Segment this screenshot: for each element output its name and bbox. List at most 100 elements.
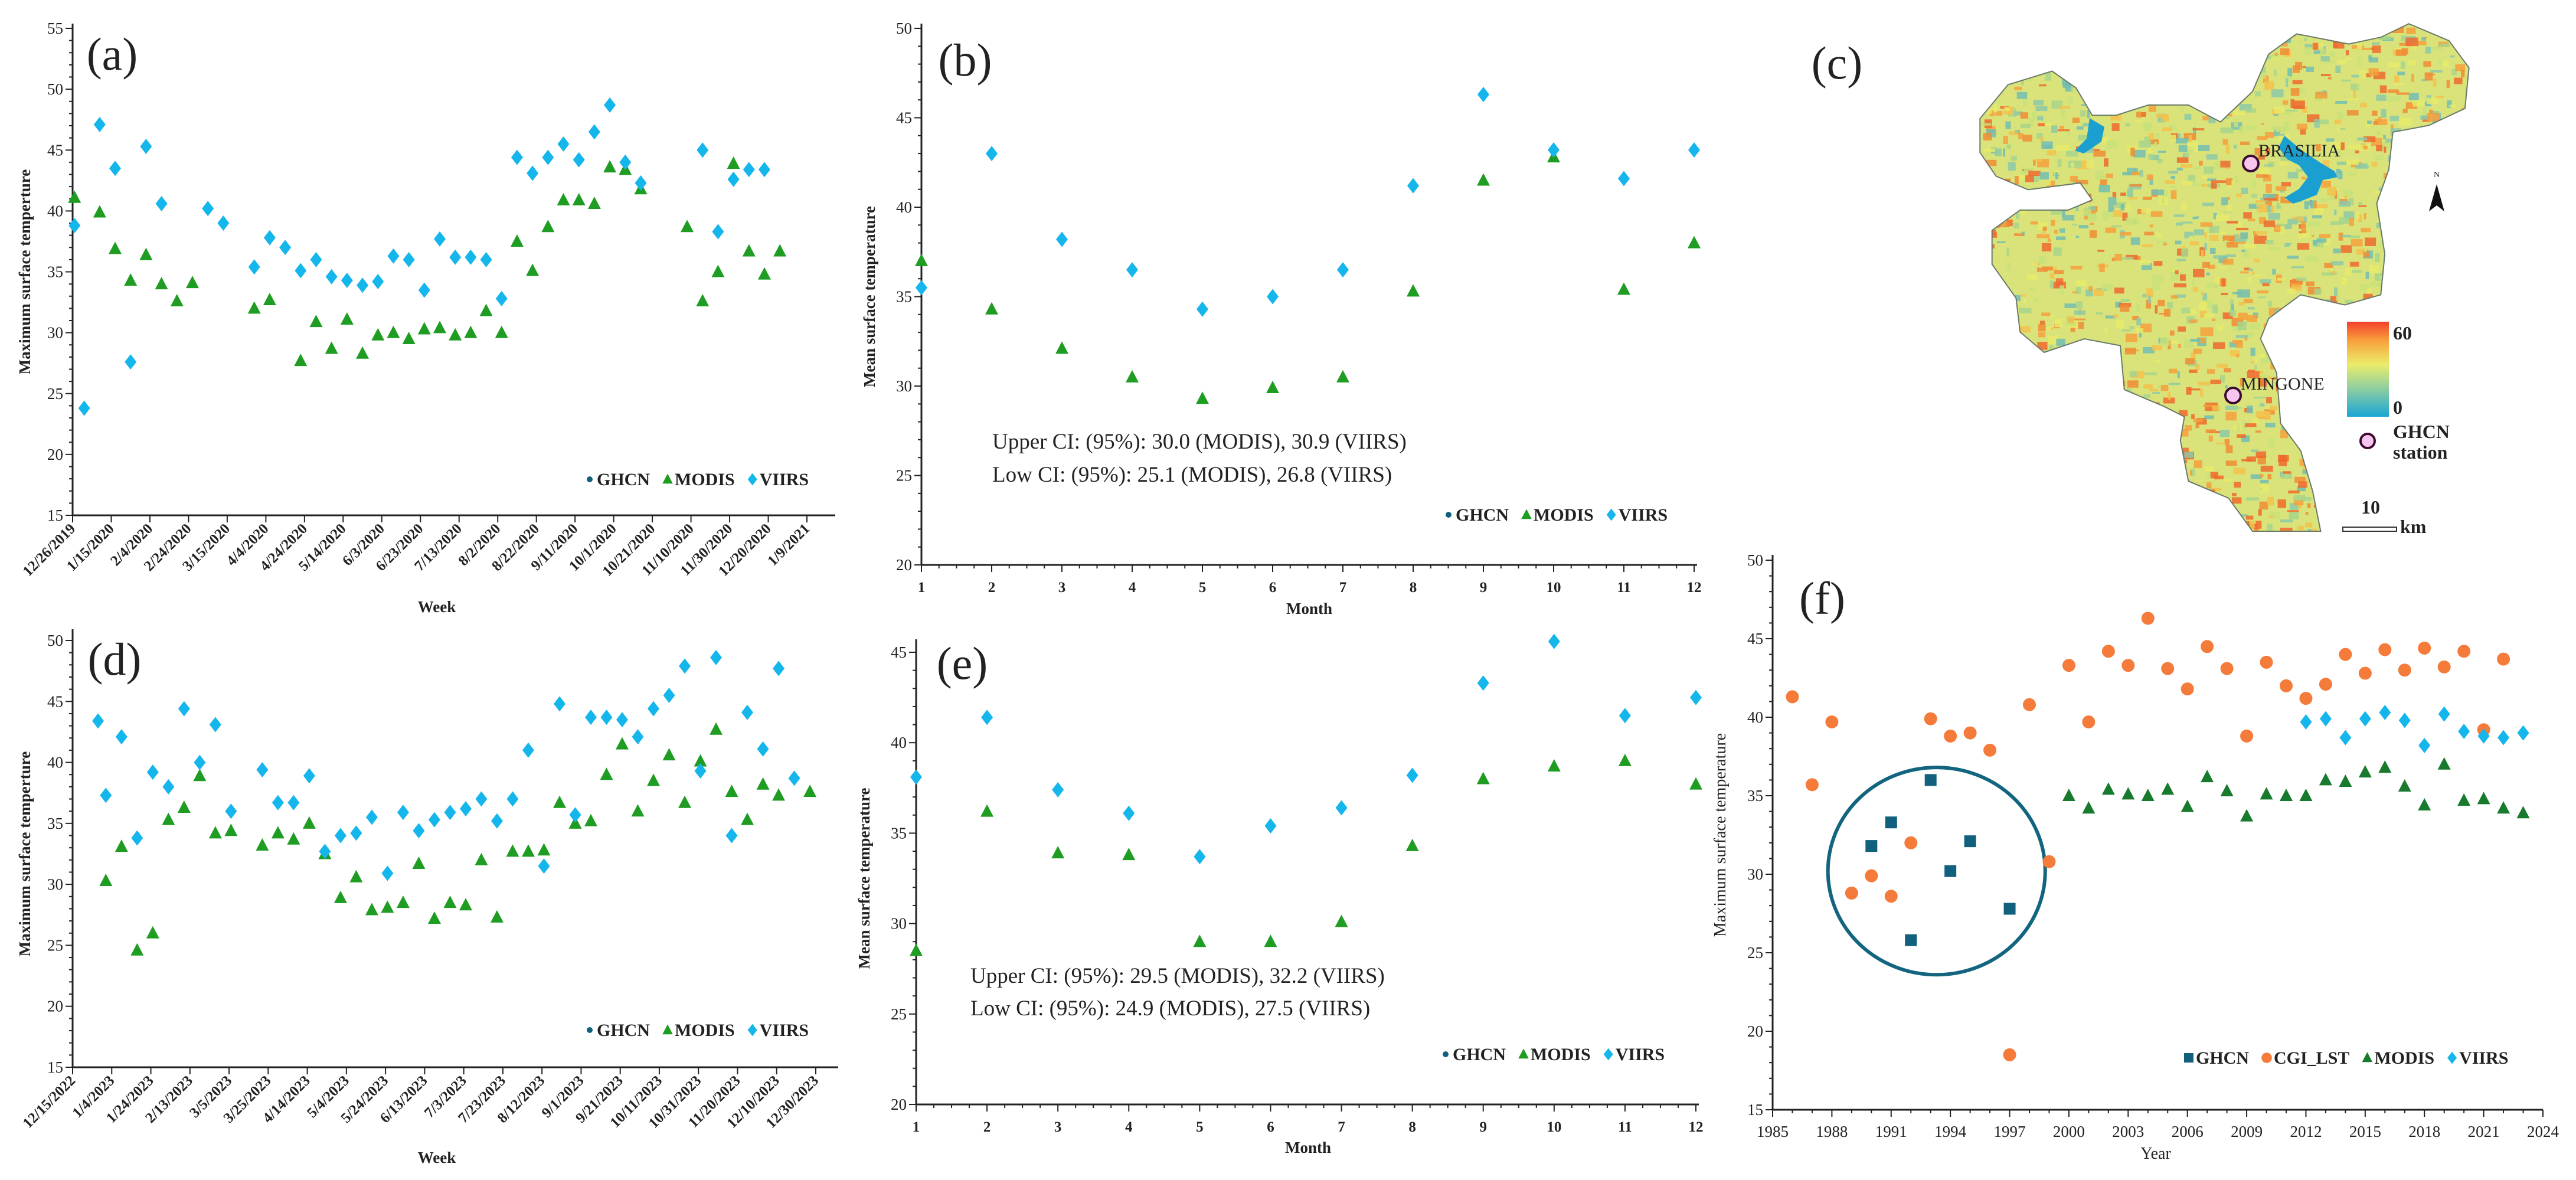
lst-pixel — [2320, 49, 2325, 57]
x-tick-label: 12 — [1689, 1119, 1704, 1135]
lst-pixel — [2233, 468, 2245, 475]
lst-pixel — [2287, 289, 2296, 294]
viirs-point — [357, 277, 369, 293]
viirs-point — [403, 251, 415, 267]
lst-pixel — [2395, 49, 2407, 56]
lst-pixel — [2139, 330, 2142, 338]
lst-pixel — [2304, 38, 2307, 41]
lst-pixel — [2162, 190, 2168, 197]
lst-pixel — [2232, 492, 2237, 496]
lst-pixel — [2168, 392, 2171, 400]
modis-point — [325, 341, 338, 354]
lst-pixel — [2192, 279, 2195, 285]
station-brasilia[interactable]: BRASILIA — [2242, 141, 2340, 172]
lst-pixel — [2399, 43, 2411, 46]
modis-point — [349, 870, 363, 882]
lst-pixel — [2298, 481, 2307, 488]
y-tick-label: 20 — [1747, 1022, 1763, 1040]
station-mingone[interactable]: MINGONE — [2224, 374, 2325, 404]
lst-pixel — [2078, 225, 2088, 228]
lst-pixel — [2280, 472, 2293, 479]
modis-point — [2121, 787, 2135, 800]
lst-pixel — [2175, 294, 2186, 298]
lst-pixel — [1981, 123, 1991, 126]
lst-pixel — [2228, 183, 2232, 188]
lst-pixel — [2198, 145, 2210, 152]
lst-pixel — [2054, 270, 2064, 274]
modis-point — [727, 156, 740, 169]
lst-pixel — [2198, 381, 2211, 385]
modis-point — [1476, 772, 1490, 785]
legend-label: MODIS — [2374, 1048, 2434, 1068]
lst-pixel — [2183, 152, 2189, 157]
lst-pixel — [2169, 368, 2178, 374]
lst-pixel — [2202, 116, 2211, 120]
lst-pixel — [2027, 274, 2038, 280]
lst-pixel — [2242, 421, 2247, 429]
lst-pixel — [2280, 527, 2293, 531]
lst-pixel — [2178, 410, 2188, 417]
modis-point — [387, 325, 400, 338]
lst-pixel — [2218, 266, 2227, 269]
lst-pixel — [2190, 338, 2201, 342]
lst-pixel — [2247, 406, 2253, 414]
lst-pixel — [2222, 139, 2228, 145]
lst-pixel — [2365, 237, 2376, 246]
lst-pixel — [2240, 141, 2250, 146]
lst-pixel — [2276, 186, 2287, 191]
lst-pixel — [2401, 35, 2406, 41]
lst-pixel — [2210, 472, 2219, 479]
lst-pixel — [2133, 149, 2146, 158]
modis-point — [773, 244, 787, 257]
lst-pixel — [2078, 135, 2091, 141]
panel-label: (b) — [939, 34, 992, 86]
lst-pixel — [2411, 74, 2414, 82]
lst-pixel — [2280, 226, 2285, 234]
lst-pixel — [2178, 344, 2181, 348]
lst-pixel — [2114, 253, 2123, 261]
lst-pixel — [2376, 145, 2383, 152]
lst-pixel — [2037, 342, 2048, 350]
lst-pixel — [2304, 201, 2309, 210]
lst-pixel — [2061, 210, 2065, 217]
modis-point — [1618, 753, 1632, 766]
lst-pixel — [2122, 213, 2128, 221]
x-tick-label: 2003 — [2112, 1123, 2144, 1140]
viirs-point — [663, 687, 675, 703]
modis-point — [287, 832, 300, 845]
viirs-point — [741, 704, 754, 720]
lst-pixel — [2204, 243, 2208, 251]
lst-pixel — [2245, 125, 2257, 131]
lst-pixel — [2241, 435, 2250, 443]
lst-pixel — [2358, 205, 2367, 207]
cgi_lst-point — [2378, 643, 2392, 656]
lst-pixel — [2178, 326, 2186, 332]
lst-pixel — [2222, 235, 2235, 241]
x-tick-label: 3 — [1054, 1119, 1062, 1135]
lst-pixel — [2268, 300, 2272, 307]
lst-pixel — [2248, 204, 2261, 209]
y-tick-label: 35 — [891, 824, 907, 842]
modis-point — [177, 800, 191, 813]
lst-pixel — [2243, 212, 2252, 219]
y-tick-label: 40 — [47, 202, 63, 220]
lst-pixel — [2242, 249, 2249, 258]
lst-pixel — [2305, 512, 2309, 515]
lst-pixel — [2357, 137, 2367, 141]
lst-pixel — [2229, 342, 2238, 348]
viirs-point — [758, 162, 770, 178]
modis-point — [302, 816, 316, 829]
viirs-point — [694, 763, 707, 779]
lst-pixel — [2185, 358, 2195, 365]
cgi_lst-point — [2319, 678, 2332, 691]
x-tick-label: 9 — [1479, 1119, 1487, 1135]
lst-pixel — [2316, 238, 2327, 243]
lst-pixel — [2049, 315, 2053, 319]
lst-pixel — [2101, 284, 2113, 290]
lst-pixel — [2375, 130, 2381, 135]
lst-pixel — [2260, 168, 2270, 175]
lst-pixel — [2018, 133, 2023, 139]
modis-point — [396, 895, 410, 908]
lst-pixel — [2330, 51, 2336, 57]
lst-pixel — [2149, 388, 2159, 392]
